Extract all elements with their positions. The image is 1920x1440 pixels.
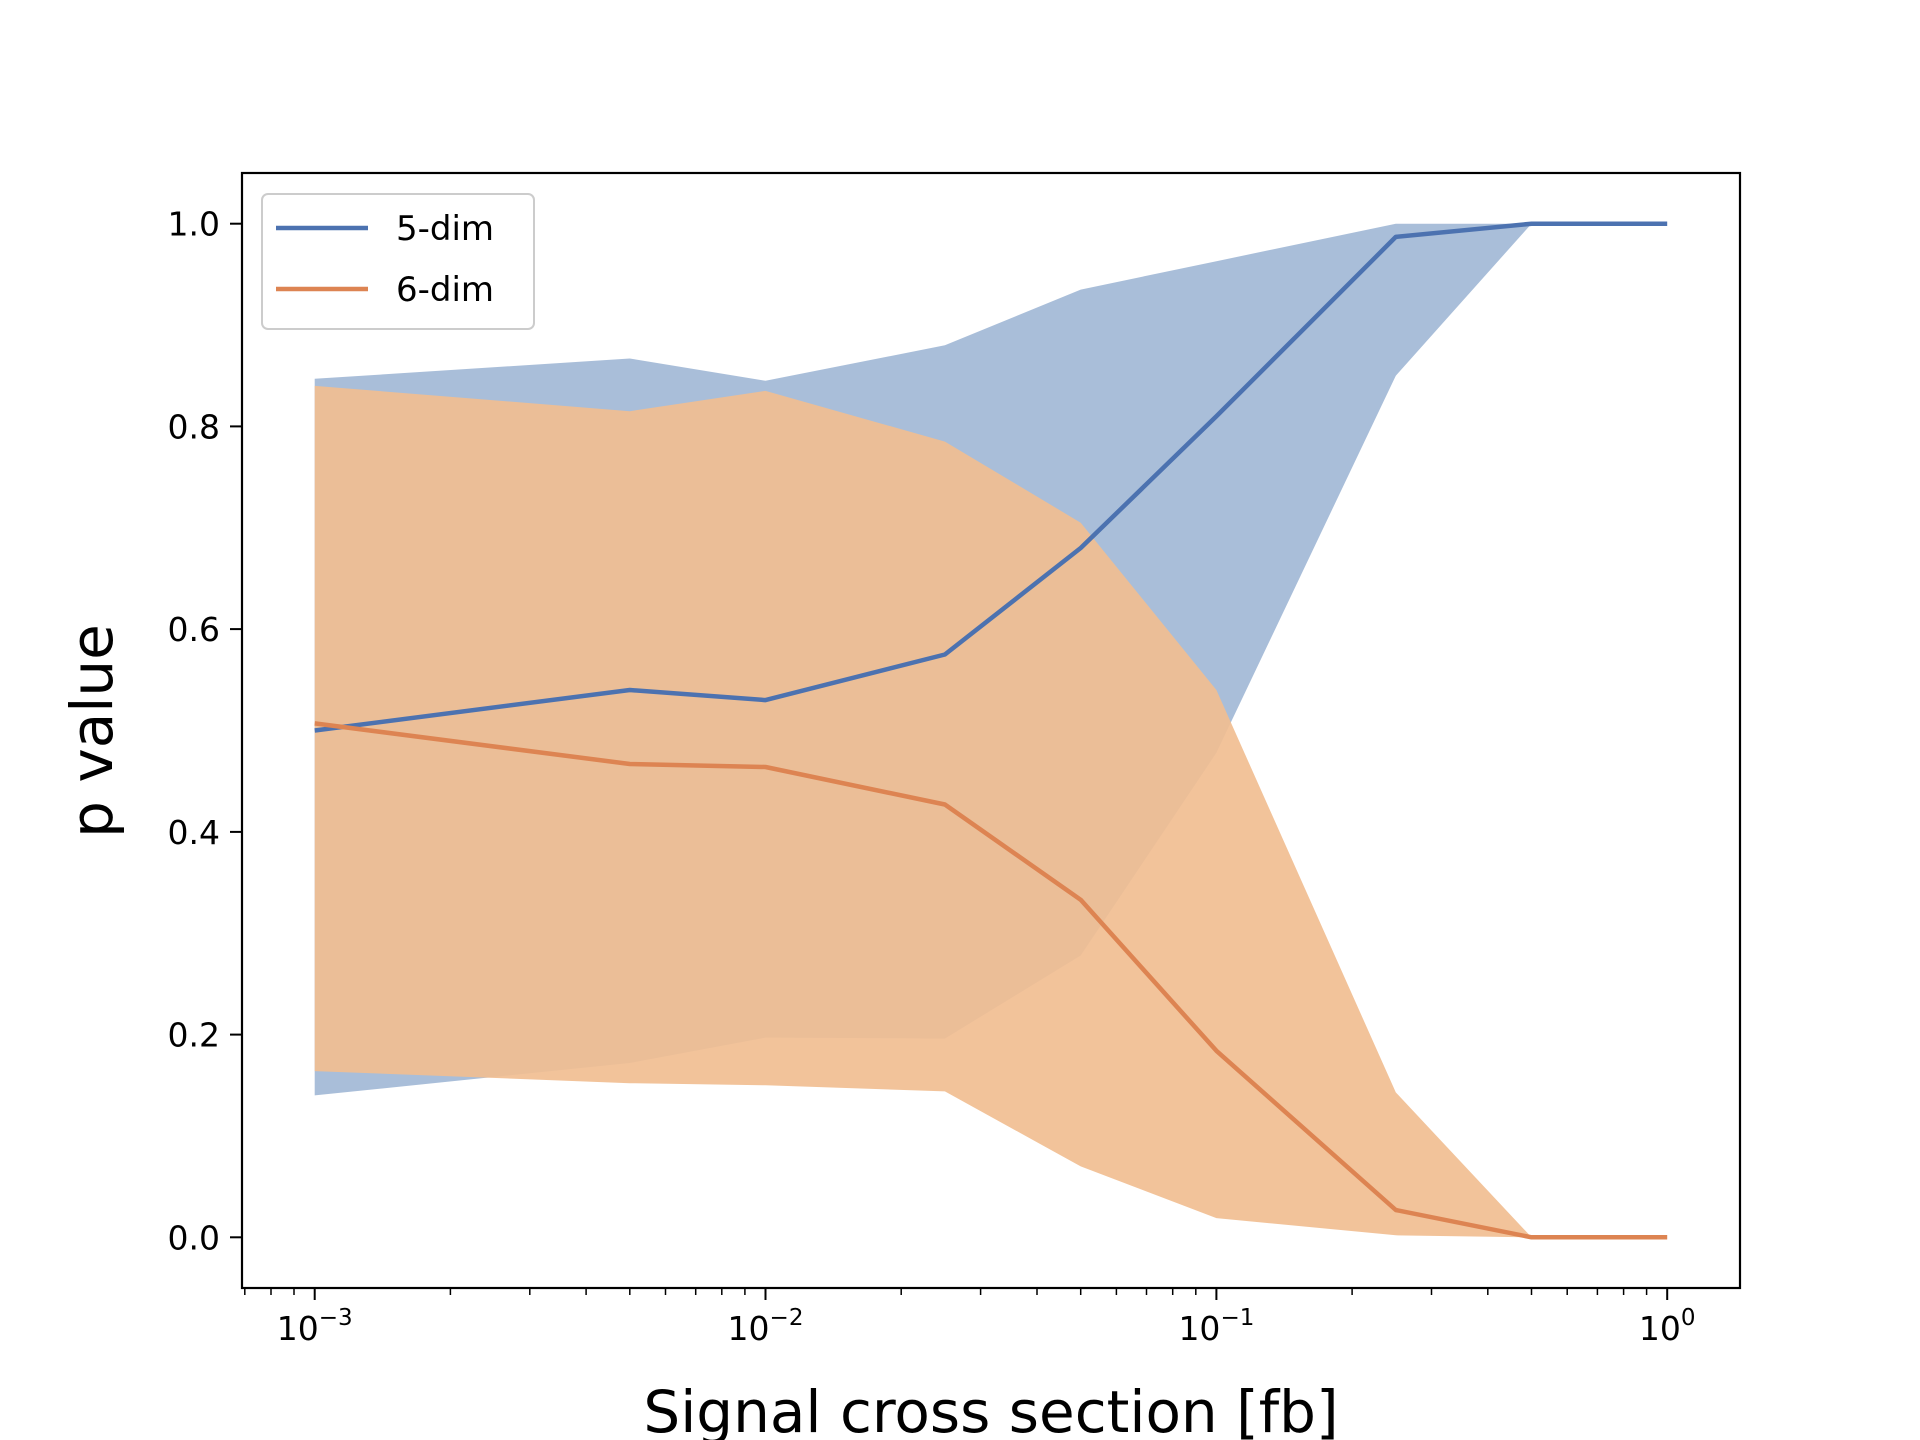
plot-frame <box>240 171 1742 1290</box>
x-axis-label: Signal cross section [fb] <box>643 1378 1338 1440</box>
confidence-bands <box>314 223 1668 1238</box>
y-tick-label: 0.6 <box>168 610 220 649</box>
line-6-dim <box>314 721 1668 1240</box>
line-5-dim <box>314 221 1668 733</box>
x-tick-label: 10−2 <box>728 1305 804 1348</box>
y-tick-label: 0.2 <box>168 1016 220 1055</box>
legend-label-6-dim: 6-dim <box>396 270 494 310</box>
y-tick-label: 0.4 <box>168 813 220 852</box>
y-axis-label: p value <box>58 624 126 838</box>
series-lines <box>314 221 1668 1240</box>
x-tick-label: 10−3 <box>277 1305 353 1348</box>
y-tick-label: 0.8 <box>168 407 220 446</box>
x-axis: 10−3 10−2 10−1 100 <box>244 1288 1696 1348</box>
y-axis: 0.0 0.2 0.4 0.6 0.8 1.0 <box>168 205 242 1257</box>
band-6-dim <box>314 385 1668 1238</box>
legend-label-5-dim: 5-dim <box>396 209 494 249</box>
x-tick-label: 10−1 <box>1178 1305 1254 1348</box>
legend: 5-dim 6-dim <box>261 193 535 330</box>
x-tick-label: 100 <box>1639 1305 1696 1348</box>
y-tick-label: 1.0 <box>168 205 220 244</box>
y-tick-label: 0.0 <box>168 1218 220 1257</box>
